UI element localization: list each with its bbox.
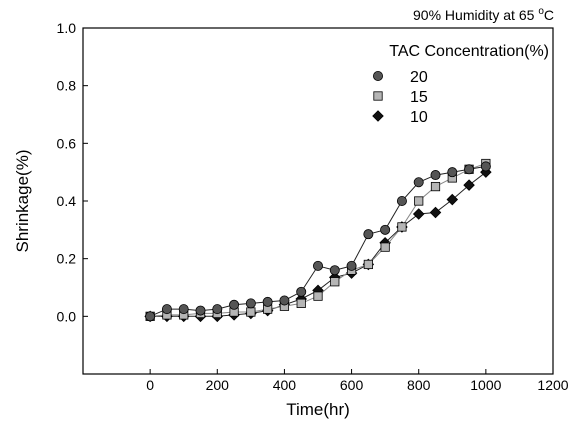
data-point-20 xyxy=(178,304,189,315)
data-point-20 xyxy=(464,164,475,175)
data-point-20 xyxy=(195,305,206,316)
y-tick-label: 0.6 xyxy=(57,135,77,151)
data-point-20 xyxy=(413,177,424,188)
legend-label-10: 10 xyxy=(410,109,428,126)
data-point-20 xyxy=(480,161,491,172)
legend: TAC Concentration(%) 20 15 10 xyxy=(372,43,549,126)
data-point-15 xyxy=(363,259,373,270)
legend-label-15: 15 xyxy=(410,89,428,106)
x-tick-label: 0 xyxy=(146,377,154,393)
x-tick-label: 200 xyxy=(206,377,230,393)
y-axis-label: Shrinkage(%) xyxy=(13,150,32,253)
legend-items: 20 15 10 xyxy=(372,69,428,126)
legend-label-20: 20 xyxy=(410,69,428,86)
data-point-20 xyxy=(262,296,273,307)
plot-area xyxy=(82,27,554,375)
data-point-10 xyxy=(463,179,475,191)
data-point-20 xyxy=(447,167,458,178)
data-point-20 xyxy=(363,229,374,240)
legend-title: TAC Concentration(%) xyxy=(389,43,549,60)
x-tick-label: 600 xyxy=(340,377,364,393)
x-tick-label: 400 xyxy=(273,377,297,393)
data-point-15 xyxy=(380,242,390,252)
data-point-20 xyxy=(245,298,256,309)
data-point-20 xyxy=(380,224,391,235)
data-point-20 xyxy=(430,170,441,181)
axis-ticks: 0 200 400 600 800 1000 1200 0.0 0.2 0.4 0.6 0.8 1.0 xyxy=(57,20,569,393)
y-tick-label: 0.0 xyxy=(57,308,77,324)
data-point-15 xyxy=(296,298,306,308)
data-point-10 xyxy=(429,206,442,219)
data-point-15 xyxy=(246,307,256,317)
y-tick-label: 0.4 xyxy=(57,193,77,209)
data-point-15 xyxy=(397,222,407,232)
data-point-20 xyxy=(229,299,240,310)
data-point-20 xyxy=(329,265,340,276)
data-point-20 xyxy=(312,260,323,271)
legend-marker-20 xyxy=(372,71,383,82)
data-point-20 xyxy=(279,295,290,306)
data-point-20 xyxy=(161,304,172,315)
data-point-20 xyxy=(145,311,156,322)
data-point-15 xyxy=(430,181,441,192)
series-layer xyxy=(144,158,492,323)
condition-annotation: 90% Humidity at 65 oC xyxy=(413,6,554,23)
data-point-10 xyxy=(412,208,425,220)
legend-marker-15 xyxy=(373,91,383,101)
data-point-15 xyxy=(414,196,424,206)
series-15 xyxy=(145,158,491,321)
series-20 xyxy=(145,161,491,322)
x-tick-label: 800 xyxy=(407,377,431,393)
data-point-10 xyxy=(446,193,459,206)
data-point-20 xyxy=(396,195,407,206)
condition-annotation-text: 90% Humidity at 65 xyxy=(413,7,538,23)
data-point-20 xyxy=(296,286,307,297)
data-point-20 xyxy=(346,260,357,271)
data-point-15 xyxy=(313,291,323,301)
y-tick-label: 0.8 xyxy=(57,78,77,94)
condition-annotation-unit: C xyxy=(544,7,554,23)
legend-marker-10 xyxy=(372,110,384,122)
data-point-15 xyxy=(330,277,340,287)
y-tick-label: 1.0 xyxy=(57,20,77,36)
x-tick-label: 1000 xyxy=(470,377,501,393)
x-tick-label: 1200 xyxy=(537,377,568,393)
data-point-20 xyxy=(212,304,223,315)
x-axis-label: Time(hr) xyxy=(286,400,350,419)
condition-annotation-degree: o xyxy=(538,6,544,17)
y-tick-label: 0.2 xyxy=(57,251,77,267)
plot-frame xyxy=(82,27,554,375)
